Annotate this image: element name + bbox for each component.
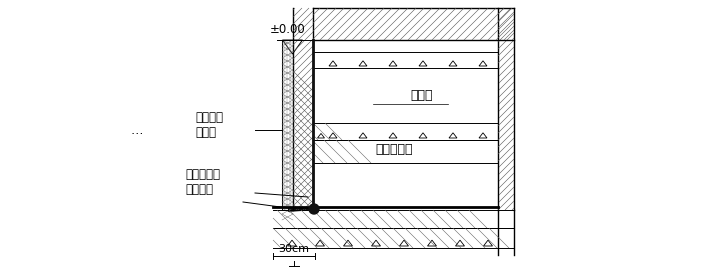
Bar [313,123,498,140]
Bar [498,8,514,210]
Text: ±0.00: ±0.00 [269,23,306,36]
Text: 30cm: 30cm [279,244,309,254]
Text: 聚苯乙烯
泡沫板: 聚苯乙烯 泡沫板 [195,111,223,139]
Bar [498,8,514,210]
Bar [273,210,514,228]
Bar [313,8,514,40]
Bar [293,8,313,210]
Text: …: … [130,124,142,136]
Bar [313,52,498,68]
Text: 地下室顶板: 地下室顶板 [375,143,412,156]
Text: 加刷带胎体
的附加层: 加刷带胎体 的附加层 [185,168,220,196]
Circle shape [309,204,319,214]
Bar [313,140,498,163]
Bar [293,8,313,210]
Bar [313,8,514,40]
Polygon shape [288,207,315,212]
Bar [282,40,293,210]
Bar [273,228,514,248]
Text: 防水层: 防水层 [410,89,433,102]
